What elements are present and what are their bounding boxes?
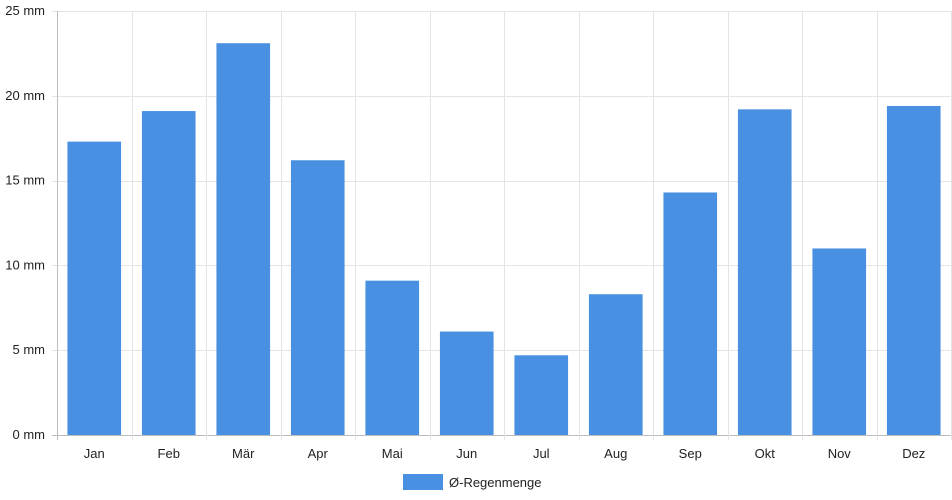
bar-okt[interactable] xyxy=(737,109,792,436)
bar-sep[interactable] xyxy=(663,192,718,435)
x-tick-label: Apr xyxy=(308,446,329,461)
x-tick-label: Jan xyxy=(84,446,105,461)
bars xyxy=(67,43,941,436)
bar-dez[interactable] xyxy=(886,105,941,435)
y-tick-label: 0 mm xyxy=(13,427,46,442)
x-tick-label: Dez xyxy=(902,446,925,461)
legend[interactable]: Ø-Regenmenge xyxy=(403,473,542,491)
x-tick-label: Okt xyxy=(755,446,776,461)
bar-jun[interactable] xyxy=(439,331,494,435)
x-tick-label: Nov xyxy=(828,446,852,461)
y-tick-label: 25 mm xyxy=(5,3,45,18)
bar-aug[interactable] xyxy=(588,294,643,435)
y-tick-label: 5 mm xyxy=(13,342,46,357)
bar-feb[interactable] xyxy=(141,111,196,436)
x-tick-label: Sep xyxy=(679,446,702,461)
grid xyxy=(52,11,952,440)
bar-mai[interactable] xyxy=(365,280,420,435)
x-tick-label: Mai xyxy=(382,446,403,461)
bar-jul[interactable] xyxy=(514,355,569,435)
x-tick-label: Feb xyxy=(158,446,180,461)
y-axis-labels: 0 mm 5 mm 10 mm 15 mm 20 mm 25 mm xyxy=(5,3,45,442)
x-axis-labels: Jan Feb Mär Apr Mai Jun Jul Aug Sep Okt Nov Dez xyxy=(84,446,926,461)
legend-label: Ø-Regenmenge xyxy=(449,474,542,490)
bar-nov[interactable] xyxy=(812,248,867,435)
bar-jan[interactable] xyxy=(67,141,122,436)
x-tick-label: Aug xyxy=(604,446,627,461)
bar-apr[interactable] xyxy=(290,160,345,436)
y-tick-label: 10 mm xyxy=(5,257,45,272)
bar-mär[interactable] xyxy=(216,43,271,435)
y-tick-label: 15 mm xyxy=(5,173,45,188)
x-tick-label: Mär xyxy=(232,446,255,461)
y-tick-label: 20 mm xyxy=(5,88,45,103)
x-tick-label: Jun xyxy=(456,446,477,461)
legend-swatch xyxy=(403,474,443,490)
x-tick-label: Jul xyxy=(533,446,550,461)
